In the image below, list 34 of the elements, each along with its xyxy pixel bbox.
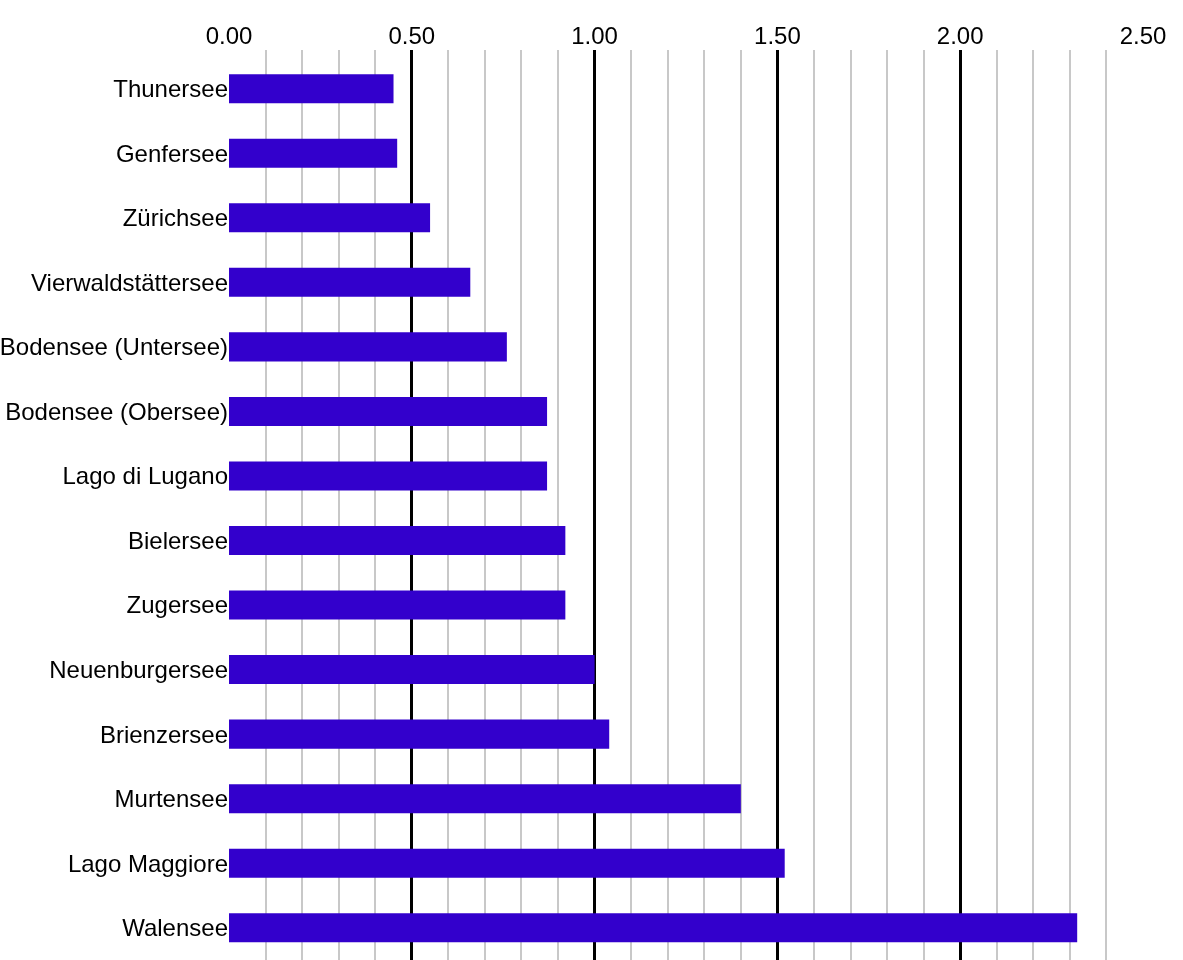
- bar: [229, 719, 610, 749]
- y-tick-label: Bodensee (Obersee): [5, 397, 228, 425]
- x-tick-label: 2.50: [1119, 22, 1167, 50]
- bar: [229, 590, 566, 620]
- x-tick-label: 0.50: [388, 22, 436, 50]
- bar: [229, 913, 1078, 943]
- y-tick-label: Murtensee: [114, 785, 228, 813]
- bar: [229, 848, 785, 878]
- y-tick-label: Brienzersee: [99, 720, 228, 748]
- y-tick-label: Lago Maggiore: [67, 849, 228, 877]
- x-tick-label: 1.00: [571, 22, 618, 50]
- bar: [229, 655, 595, 685]
- x-tick-label: 0.00: [205, 22, 253, 50]
- y-tick-label: Neuenburgersee: [49, 655, 228, 683]
- y-tick-label: Thunersee: [113, 75, 228, 103]
- bar: [229, 138, 398, 168]
- bar: [229, 74, 394, 104]
- bar: [229, 332, 507, 362]
- bar: [229, 525, 566, 556]
- y-tick-label: Genfersee: [115, 139, 228, 167]
- x-tick-label: 2.00: [936, 22, 984, 50]
- x-tick-label: 1.50: [754, 22, 801, 50]
- bar: [229, 784, 741, 814]
- bar: [229, 396, 548, 426]
- bar: [229, 203, 431, 233]
- bar: [229, 461, 548, 491]
- bar: [229, 267, 471, 297]
- y-tick-label: Bielersee: [127, 526, 228, 554]
- y-tick-label: Vierwaldstättersee: [31, 268, 228, 296]
- y-tick-label: Zugersee: [126, 591, 228, 619]
- y-tick-label: Zürichsee: [122, 204, 228, 232]
- y-tick-label: Bodensee (Untersee): [0, 333, 228, 361]
- y-tick-label: Walensee: [122, 914, 228, 942]
- y-tick-label: Lago di Lugano: [62, 462, 228, 490]
